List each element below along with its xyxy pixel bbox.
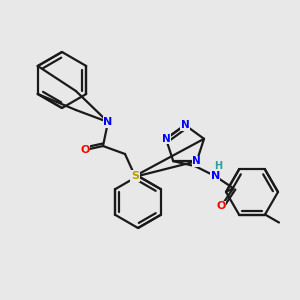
Text: H: H: [214, 161, 222, 171]
Text: N: N: [162, 134, 170, 144]
Text: N: N: [192, 156, 201, 166]
Text: S: S: [131, 171, 139, 181]
Text: N: N: [211, 171, 220, 181]
Text: N: N: [181, 120, 189, 130]
Text: N: N: [103, 117, 112, 127]
Text: O: O: [80, 145, 90, 155]
Text: O: O: [217, 201, 226, 211]
